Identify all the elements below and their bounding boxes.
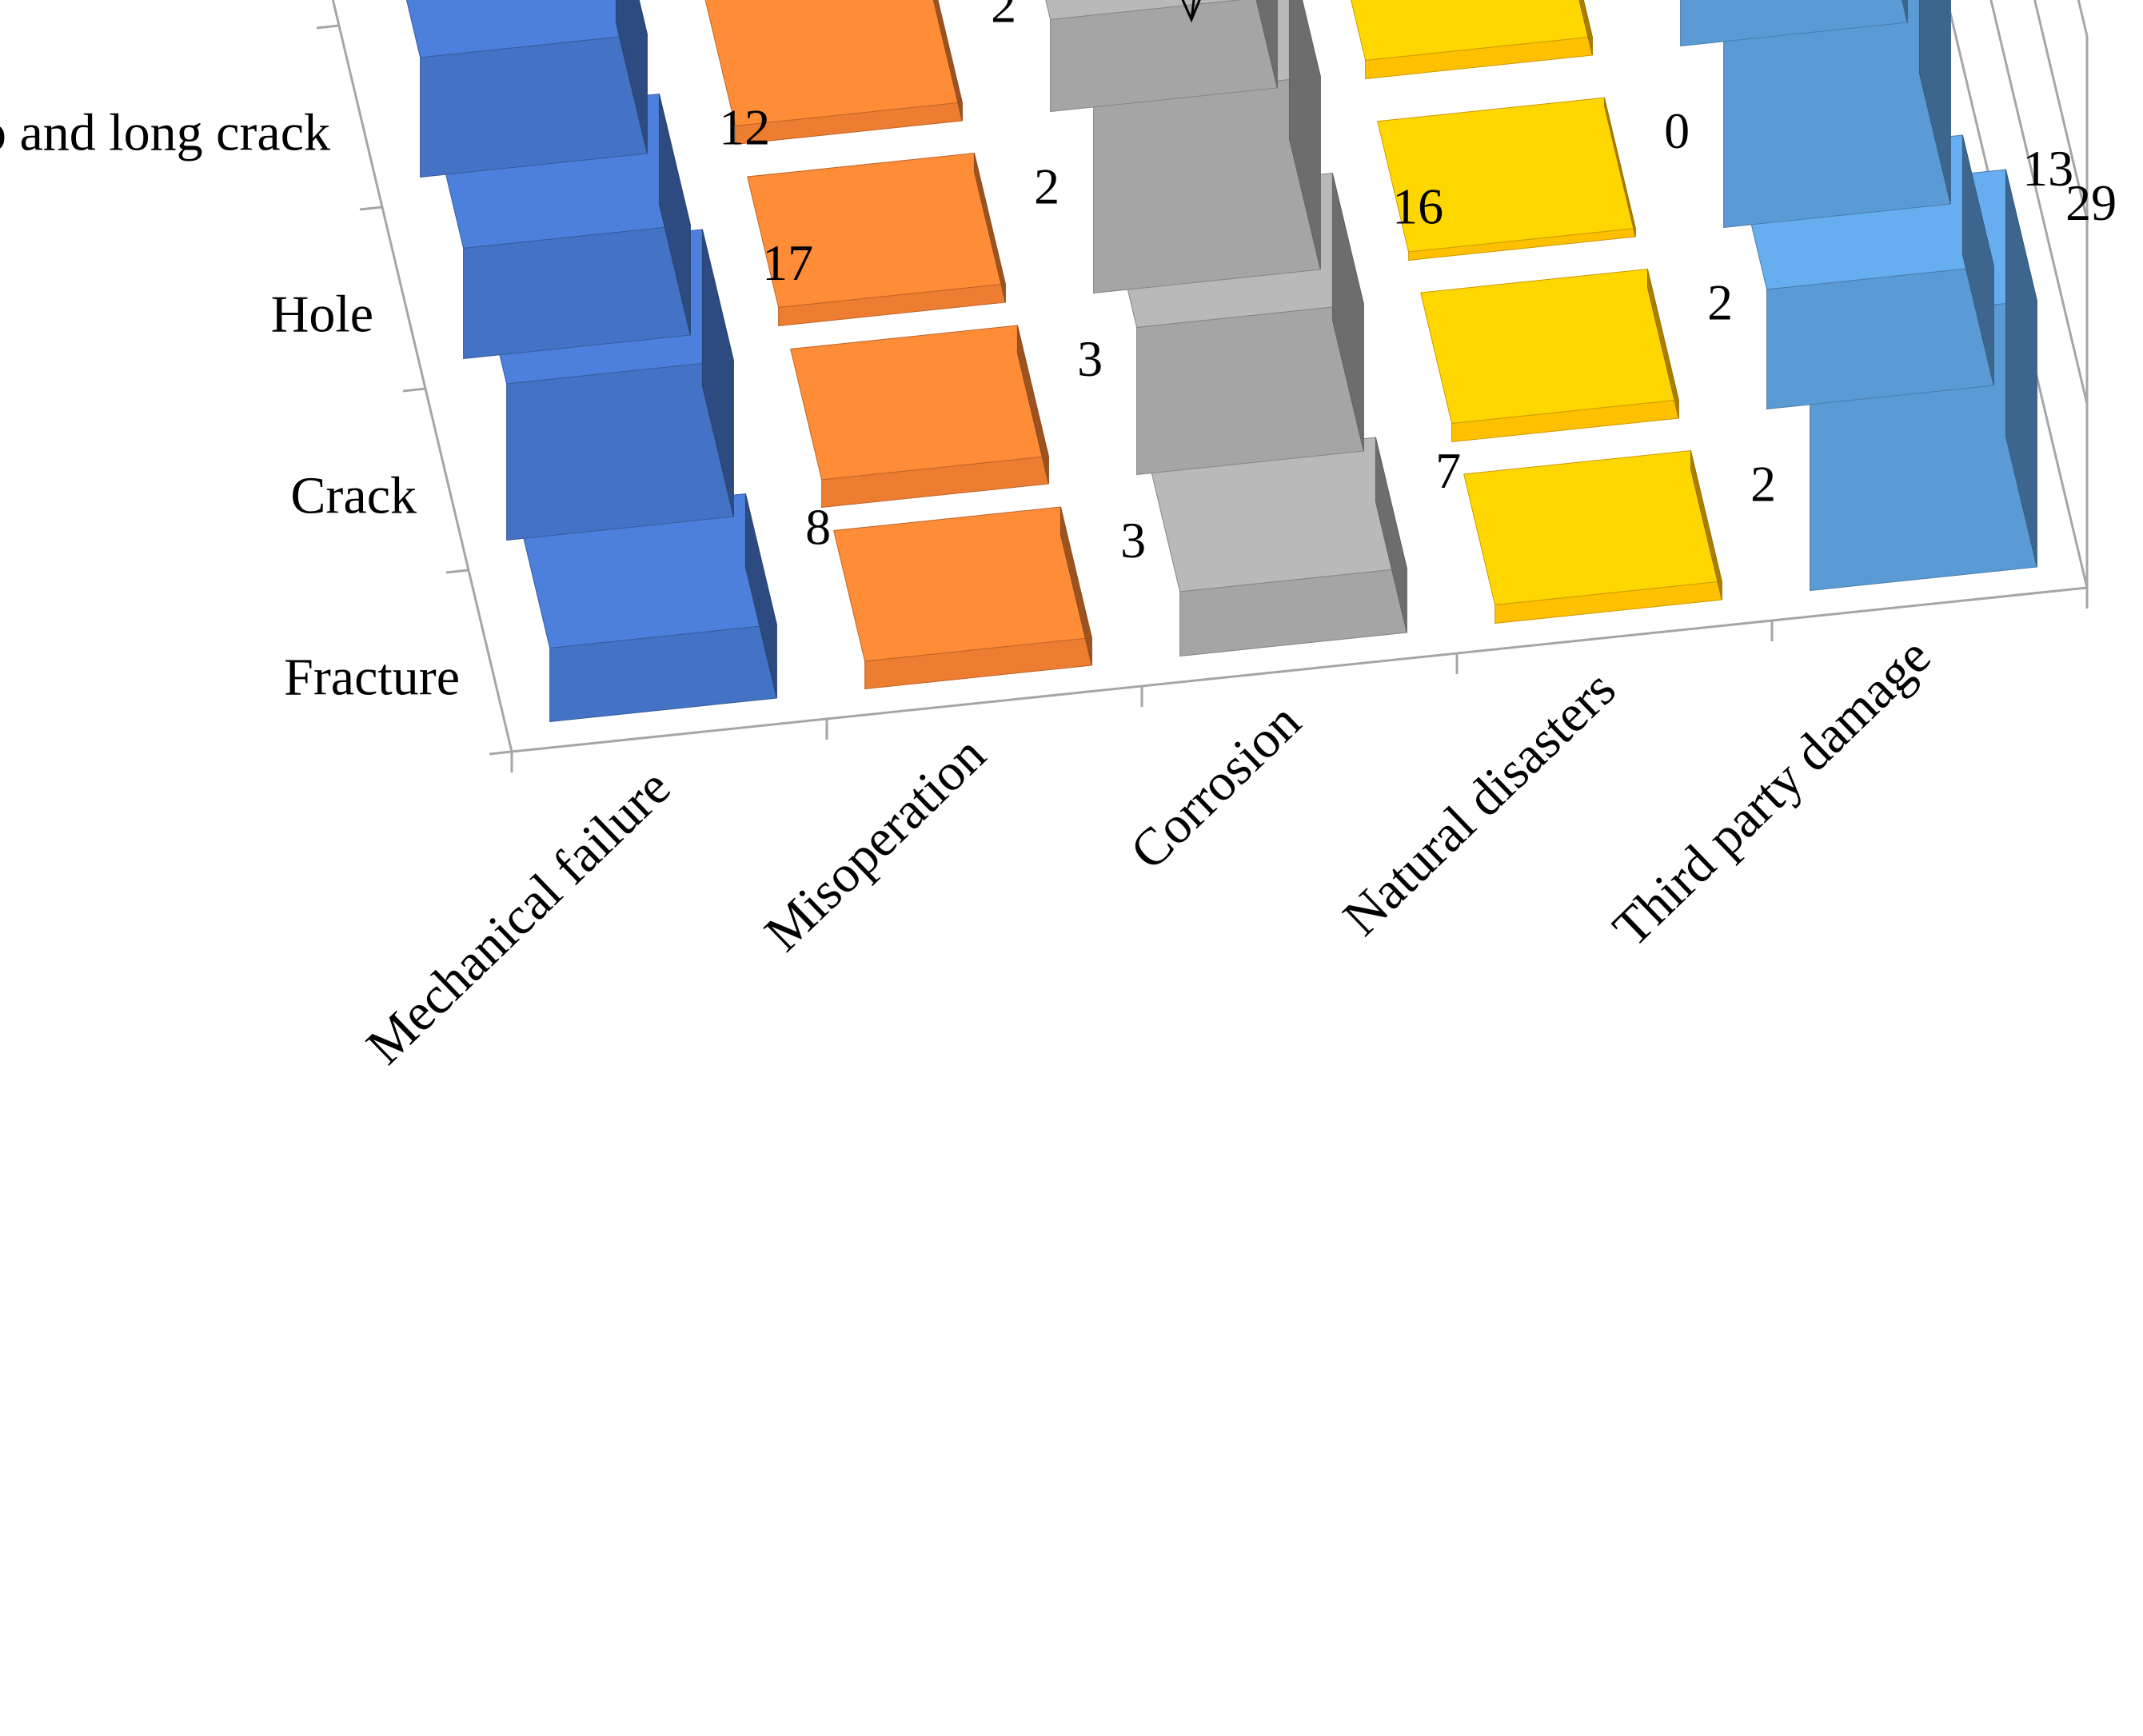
bar-side [1375,437,1407,633]
bar-natural-disasters-fracture [1463,449,1722,625]
bar-side [701,229,734,517]
data-label: 3 [1120,512,1146,569]
bar-side [615,0,648,154]
bar-misoperation-hole [747,152,1006,327]
bar-top [790,325,1049,481]
data-label: 0 [1664,102,1690,159]
bar-side [1578,0,1593,56]
bar-natural-disasters-hole [1377,97,1636,261]
bar-front [1723,0,1951,229]
bar-front [420,33,648,178]
bar-mechanical-failure-deep-and-long-crack [405,0,648,178]
bar-side [1918,0,1951,205]
bar-natural-disasters-crack [1420,268,1679,443]
category-label-natural-disasters: Natural disasters [1332,660,1626,947]
bar-front [1136,303,1364,476]
data-label: 17 [762,234,813,291]
bar-side [1646,269,1679,419]
bar-corrosion-fracture [1148,437,1407,657]
bar-natural-disasters-deep-and-long-crack [1351,0,1593,80]
annotation-arrowhead [1181,0,1201,23]
bar-side [658,94,691,336]
data-label: 16 [1392,178,1443,234]
y-tick [316,24,340,30]
bar-misoperation-fracture [833,506,1092,690]
data-label: 7 [1435,442,1461,499]
annotation: 21 [1181,0,1201,23]
bar-side [1690,450,1722,601]
data-label: 2 [991,0,1016,33]
failure-mode-label-crack: Crack [290,467,417,525]
category-label-corrosion: Corrosion [1119,692,1312,881]
bar-misoperation-deep-and-long-crack [704,0,963,146]
data-label: 13 [2022,140,2073,197]
bar-front [506,359,734,541]
data-label: 29 [2065,174,2117,231]
bar-side [973,153,1006,303]
bar-side [1603,98,1636,237]
bar-front [463,224,691,360]
bar-third-party-damage-deep-and-long-crack [1680,0,1908,47]
bar-third-party-damage-hole [1723,0,1951,229]
bar-side [1331,173,1364,452]
bar-side [1060,506,1092,666]
failure-mode-labels: PinholeDeep and long crackHoleCrackFract… [0,104,460,707]
bar-corrosion-deep-and-long-crack [1045,0,1278,113]
bar-misoperation-crack [790,325,1049,509]
data-label: 2 [1707,273,1733,330]
category-label-third-party-damage: Third party damage [1602,627,1941,958]
data-label: 12 [719,98,770,155]
category-label-mechanical-failure: Mechanical failure [356,758,682,1076]
data-label: 8 [805,498,831,555]
bar-side [2005,169,2037,568]
data-label: 2 [1750,455,1776,512]
data-label: 2 [1034,158,1060,214]
data-label: 3 [1077,330,1103,387]
failure-mode-label-fracture: Fracture [284,649,460,707]
y-tick [489,750,513,756]
bar-side [1288,0,1321,270]
bar-front [1050,0,1278,113]
bar-side [744,493,777,699]
y-tick [402,387,426,393]
y-tick [445,569,469,574]
category-label-misoperation: Misoperation [754,725,997,963]
bar-top [1420,268,1679,425]
chart-floor [316,0,2089,772]
bar-side [1255,0,1278,89]
chart-bars [405,0,2037,723]
bar-front [1766,265,1994,410]
y-tick [359,206,383,211]
bar-front [1680,0,1908,47]
bar-side [1016,325,1049,485]
bar-top [1463,449,1722,606]
data-labels: 8372291731621312205713210220412316 [719,0,2117,569]
bar-front [1093,75,1321,294]
gridline-20 [1989,0,2089,405]
bar-top [833,506,1092,662]
bar-side [1902,0,1908,23]
failure-mode-label-deep-and-long-crack: Deep and long crack [0,104,330,162]
bar-side [1961,134,1994,386]
bar-side [932,0,963,122]
failure-mode-label-hole: Hole [271,285,373,344]
